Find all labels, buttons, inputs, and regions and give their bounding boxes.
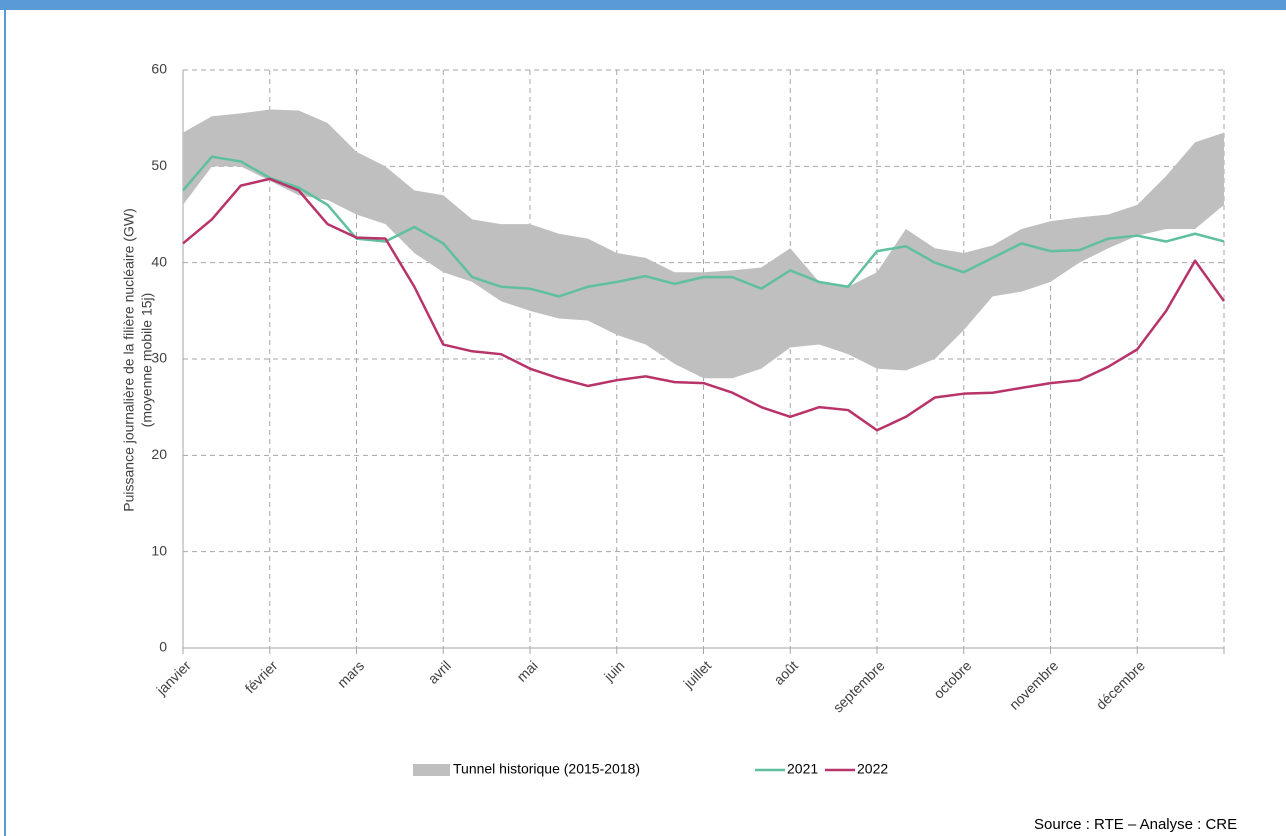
x-tick-label: juin (600, 657, 627, 684)
frame-left (4, 0, 6, 836)
x-tick-label: août (770, 657, 801, 688)
x-tick-label: avril (425, 657, 454, 686)
y-tick-label: 20 (151, 446, 167, 462)
source: Source : RTE – Analyse : CRE (1034, 816, 1237, 833)
x-tick-label: octobre (930, 657, 974, 701)
y-tick-label: 10 (151, 542, 167, 558)
y-tick-label: 30 (151, 350, 167, 366)
y-axis-label: Puissance journalière de la filière nucl… (121, 208, 137, 511)
legend-swatch (413, 764, 450, 776)
x-tick-label: mars (334, 657, 367, 690)
x-tick-label: décembre (1093, 657, 1148, 712)
y-tick-label: 60 (151, 61, 167, 77)
x-tick-label: septembre (830, 657, 888, 715)
x-tick-label: juillet (680, 657, 715, 692)
legend-label: 2022 (857, 761, 888, 777)
legend-label: 2021 (787, 761, 818, 777)
x-tick-label: mai (513, 657, 540, 684)
band (183, 109, 1224, 379)
line (182, 177, 1226, 432)
y-tick-label: 50 (151, 157, 167, 173)
top-bar (0, 0, 1286, 10)
x-tick-label: novembre (1006, 657, 1061, 712)
y-tick-label: 40 (151, 253, 167, 269)
x-tick-label: janvier (153, 657, 194, 698)
x-tick-label: février (242, 657, 281, 696)
y-tick-label: 0 (159, 639, 167, 655)
legend-label: Tunnel historique (2015-2018) (453, 761, 640, 777)
y-axis-label: (moyenne mobile 15j) (139, 293, 155, 428)
